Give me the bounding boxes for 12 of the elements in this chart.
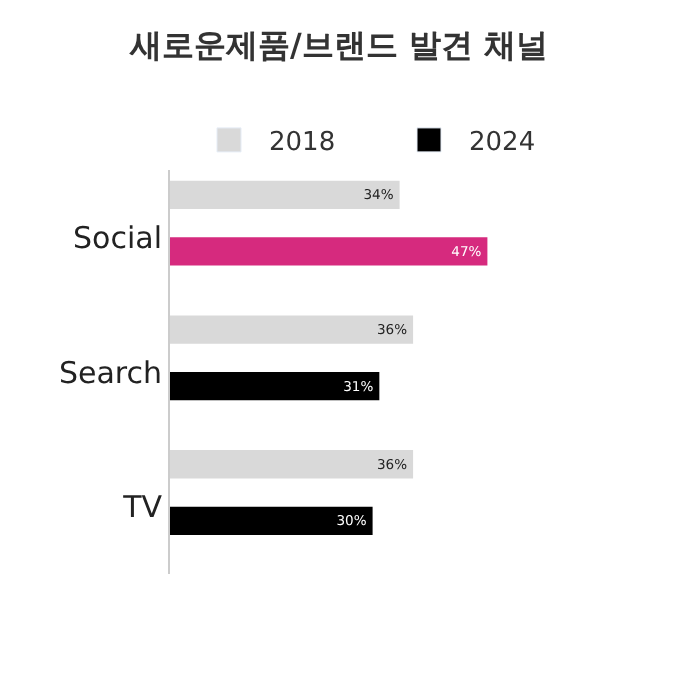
bar: [170, 372, 380, 401]
bar: [170, 180, 400, 210]
bar: [170, 315, 414, 344]
y-tick-label: Social: [73, 219, 162, 256]
chart-title: 새로운제품/브랜드 발견 채널: [128, 26, 548, 65]
y-tick-label: Search: [58, 354, 162, 391]
bar: [170, 506, 373, 535]
y-tick-label: TV: [121, 489, 164, 526]
legend-label: 2024: [469, 128, 536, 159]
bar: [170, 237, 488, 266]
legend-label: 2018: [269, 128, 336, 159]
bar: [170, 450, 414, 479]
